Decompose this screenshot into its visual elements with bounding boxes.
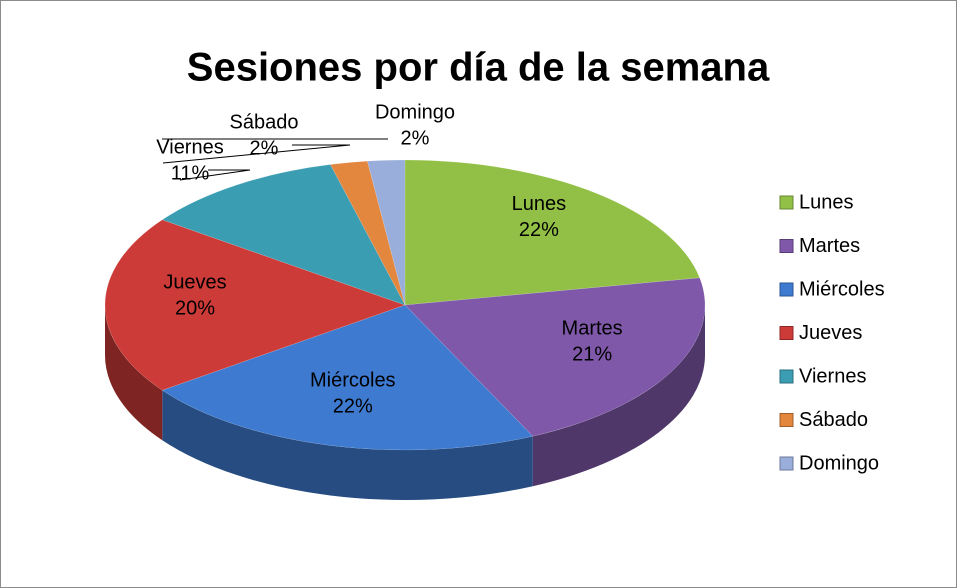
data-label: 2%	[250, 137, 279, 159]
data-label: 21%	[572, 343, 612, 365]
legend-label: Domingo	[799, 452, 879, 474]
slice-side	[532, 305, 705, 487]
slice	[161, 164, 406, 306]
slice	[404, 277, 706, 437]
data-label-name: Miércoles	[310, 370, 396, 392]
legend-swatch	[779, 195, 794, 210]
legend-swatch	[779, 239, 794, 253]
data-label-name: Martes	[562, 317, 623, 339]
data-label-name: Jueves	[163, 271, 226, 293]
slice-side	[162, 390, 533, 500]
data-label-name: Lunes	[512, 193, 567, 215]
data-label: 20%	[175, 297, 215, 319]
data-label: 22%	[519, 219, 559, 241]
legend-label: Lunes	[799, 191, 854, 213]
data-label: 2%	[401, 127, 430, 149]
legend-swatch	[779, 413, 794, 427]
slice	[330, 160, 406, 306]
data-label-name: Domingo	[375, 101, 455, 123]
legend-swatch	[779, 369, 794, 384]
slice	[104, 219, 406, 391]
legend-label: Viernes	[799, 365, 866, 387]
data-label-name: Viernes	[156, 136, 223, 158]
legend-swatch	[779, 326, 794, 340]
data-label: 22%	[333, 396, 373, 418]
leader-line	[162, 144, 351, 164]
slice	[161, 304, 534, 451]
slice	[367, 159, 406, 306]
legend-swatch	[779, 282, 794, 297]
legend-swatch	[779, 456, 794, 471]
slice	[404, 159, 701, 306]
legend-label: Miércoles	[799, 278, 885, 300]
leader-line	[179, 169, 251, 181]
data-label-name: Sábado	[230, 111, 299, 133]
slice-side	[105, 305, 163, 441]
legend-label: Martes	[799, 235, 860, 257]
data-label: 11%	[171, 162, 210, 184]
legend-label: Jueves	[799, 322, 862, 344]
legend-label: Sábado	[799, 409, 868, 431]
chart-title: Sesiones por día de la semana	[187, 46, 770, 90]
